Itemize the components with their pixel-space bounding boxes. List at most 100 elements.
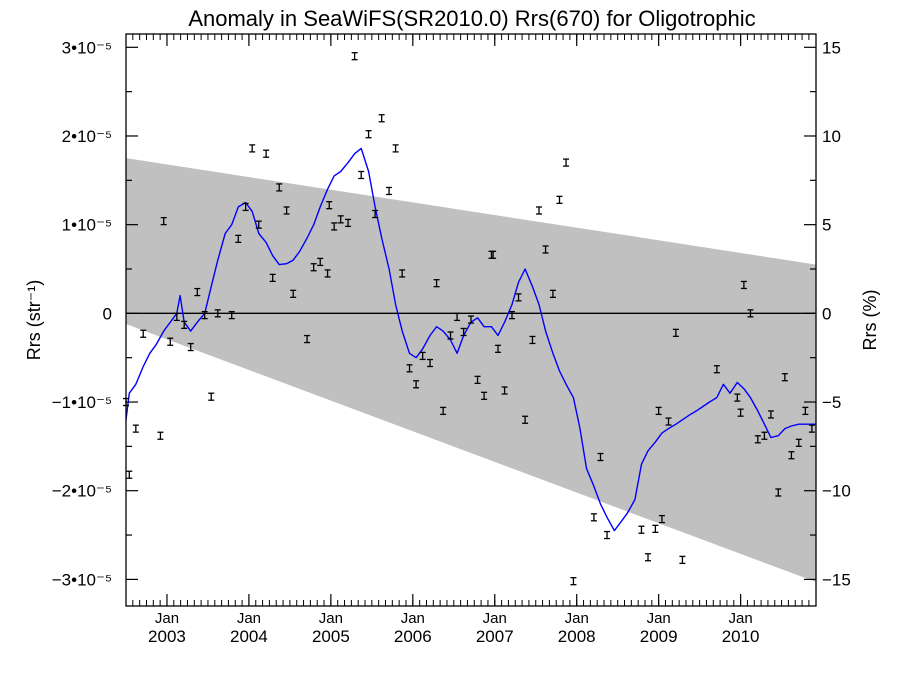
data-point xyxy=(781,373,788,382)
chart-title: Anomaly in SeaWiFS(SR2010.0) Rrs(670) fo… xyxy=(188,6,755,31)
y-axis-label-left: Rrs (str⁻¹) xyxy=(24,280,44,360)
data-point xyxy=(358,170,365,180)
x-tick-month-label: Jan xyxy=(729,610,753,627)
data-point xyxy=(529,335,536,345)
y-right-tick-label: −15 xyxy=(822,570,851,589)
data-point xyxy=(490,250,497,259)
x-tick-year-label: 2003 xyxy=(148,627,186,646)
data-point xyxy=(160,216,167,226)
x-tick-year-label: 2004 xyxy=(230,627,268,646)
data-point xyxy=(201,310,208,320)
y-left-tick-label: −2•10⁻⁵ xyxy=(52,482,112,501)
data-point xyxy=(132,424,139,433)
data-point xyxy=(501,386,508,395)
x-tick-month-label: Jan xyxy=(565,610,589,627)
data-point xyxy=(747,309,754,318)
data-point xyxy=(317,257,324,267)
axes-layer: Jan2003Jan2004Jan2005Jan2006Jan2007Jan20… xyxy=(52,33,851,646)
data-point xyxy=(337,215,344,224)
data-point xyxy=(214,309,221,318)
data-point xyxy=(447,331,454,340)
y-axis-label-right: Rrs (%) xyxy=(860,290,880,351)
data-point xyxy=(345,218,352,228)
data-point xyxy=(235,234,242,244)
data-point xyxy=(399,269,406,278)
data-point xyxy=(365,130,372,139)
data-point xyxy=(276,183,283,192)
data-point xyxy=(283,206,290,215)
data-point xyxy=(563,158,570,167)
data-point xyxy=(126,470,133,479)
data-point xyxy=(522,415,529,424)
x-tick-year-label: 2010 xyxy=(722,627,760,646)
data-point xyxy=(454,312,461,322)
y-right-tick-label: 10 xyxy=(822,127,841,146)
data-point xyxy=(406,364,413,373)
y-right-tick-label: 15 xyxy=(822,38,841,57)
data-point xyxy=(515,293,522,302)
data-point xyxy=(304,334,311,344)
data-point xyxy=(242,202,249,212)
data-point xyxy=(767,410,774,419)
data-point xyxy=(604,530,611,540)
data-point xyxy=(761,431,768,440)
y-right-tick-label: 5 xyxy=(822,216,831,235)
data-point xyxy=(440,406,447,416)
y-left-tick-label: −1•10⁻⁵ xyxy=(52,393,112,412)
x-tick-month-label: Jan xyxy=(237,610,261,627)
data-point xyxy=(802,406,809,416)
data-point xyxy=(788,451,795,460)
data-point xyxy=(263,149,270,158)
data-point xyxy=(255,220,262,229)
data-point xyxy=(378,114,385,123)
data-point xyxy=(419,351,426,361)
data-point xyxy=(208,392,215,401)
data-point xyxy=(194,287,201,297)
y-left-tick-label: −3•10⁻⁵ xyxy=(52,570,112,589)
data-points-layer xyxy=(123,52,815,586)
data-point xyxy=(173,312,180,322)
x-tick-year-label: 2007 xyxy=(476,627,514,646)
uncertainty-band-layer xyxy=(126,158,816,583)
y-left-tick-label: 0 xyxy=(103,304,112,323)
data-point xyxy=(655,406,662,416)
y-left-tick-label: 2•10⁻⁵ xyxy=(62,127,112,146)
data-point xyxy=(290,289,297,298)
data-point xyxy=(167,337,174,346)
data-point xyxy=(740,280,747,290)
data-point xyxy=(413,380,420,389)
trend-line xyxy=(125,147,816,532)
data-point xyxy=(331,222,338,231)
data-point xyxy=(775,488,782,497)
data-point xyxy=(658,514,665,524)
x-tick-month-label: Jan xyxy=(401,610,425,627)
data-point xyxy=(249,144,256,153)
data-point xyxy=(433,279,440,288)
data-point xyxy=(481,391,488,400)
data-point xyxy=(228,310,235,320)
plot-frame xyxy=(125,33,817,607)
data-point xyxy=(597,452,604,462)
data-point xyxy=(536,206,543,215)
data-point xyxy=(269,273,276,283)
data-point xyxy=(556,195,563,204)
data-point xyxy=(737,408,744,417)
data-point xyxy=(808,424,815,433)
data-point xyxy=(570,577,577,586)
data-point xyxy=(372,209,379,219)
y-left-tick-label: 1•10⁻⁵ xyxy=(62,216,112,235)
data-point xyxy=(495,344,502,353)
data-point xyxy=(140,329,147,338)
data-point xyxy=(508,310,515,320)
data-point xyxy=(672,328,679,338)
x-tick-year-label: 2008 xyxy=(558,627,596,646)
data-point xyxy=(351,52,358,61)
data-point xyxy=(181,320,188,330)
x-tick-month-label: Jan xyxy=(483,610,507,627)
data-point xyxy=(713,365,720,374)
x-tick-month-label: Jan xyxy=(319,610,343,627)
x-tick-year-label: 2006 xyxy=(394,627,432,646)
data-point xyxy=(795,438,802,447)
x-tick-year-label: 2005 xyxy=(312,627,350,646)
